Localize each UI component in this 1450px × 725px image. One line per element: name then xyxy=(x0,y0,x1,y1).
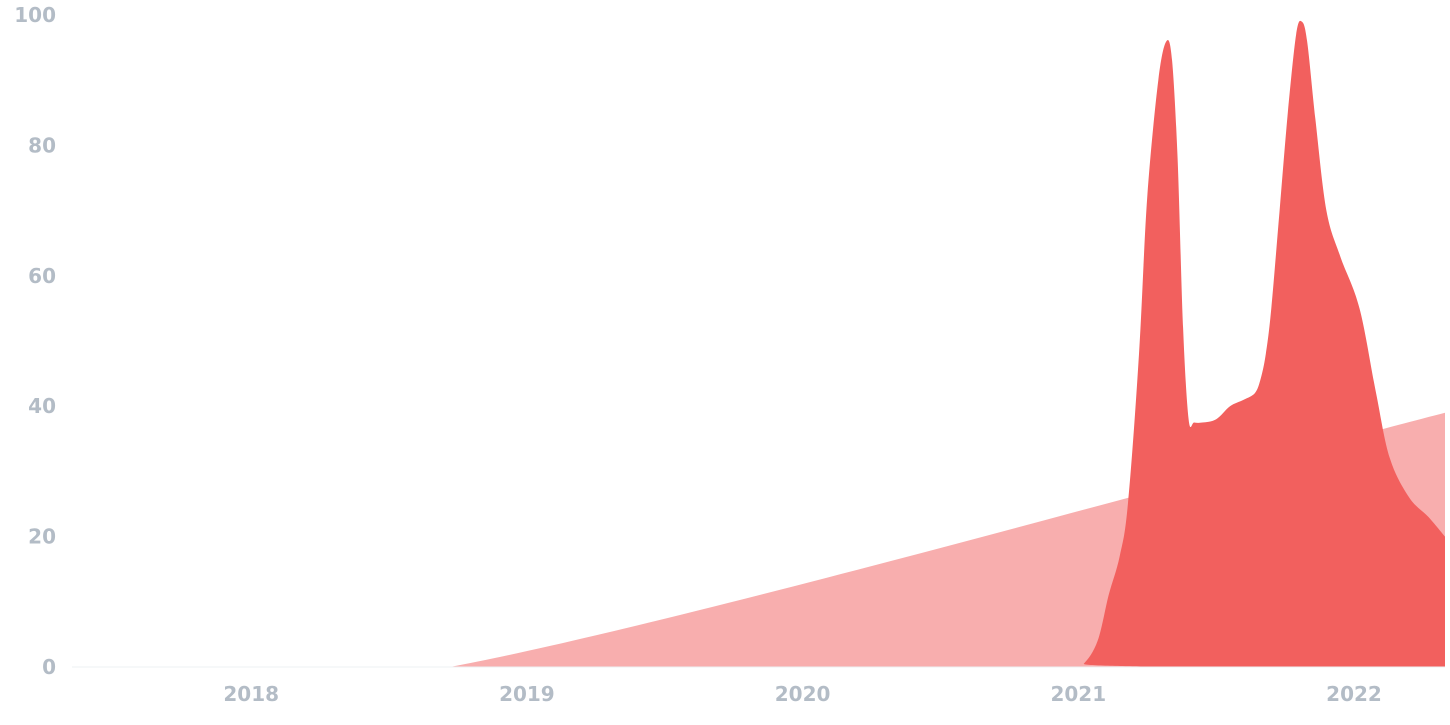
y-tick-label: 0 xyxy=(42,655,56,679)
y-tick-label: 40 xyxy=(28,394,56,418)
y-axis-ticks: 0 20 40 60 80 100 xyxy=(14,3,56,679)
y-tick-label: 80 xyxy=(28,133,56,157)
y-tick-label: 60 xyxy=(28,264,56,288)
x-tick-label: 2020 xyxy=(775,682,831,706)
series-area-1 xyxy=(72,412,1445,667)
x-tick-label: 2021 xyxy=(1050,682,1106,706)
x-tick-label: 2019 xyxy=(499,682,555,706)
x-axis-ticks: 2018 2019 2020 2021 2022 xyxy=(223,682,1381,706)
x-tick-label: 2018 xyxy=(223,682,279,706)
y-tick-label: 20 xyxy=(28,525,56,549)
series-area-2 xyxy=(72,20,1445,667)
series-layer xyxy=(72,20,1445,667)
y-tick-label: 100 xyxy=(14,3,56,27)
x-tick-label: 2022 xyxy=(1326,682,1382,706)
